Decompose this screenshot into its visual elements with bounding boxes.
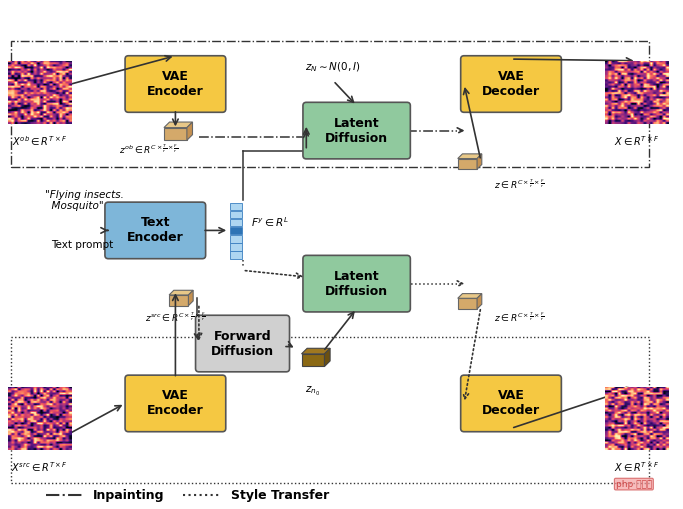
Text: Latent
Diffusion: Latent Diffusion <box>325 270 388 298</box>
FancyBboxPatch shape <box>229 227 242 235</box>
Polygon shape <box>189 290 193 305</box>
Polygon shape <box>458 298 477 309</box>
FancyBboxPatch shape <box>229 243 242 250</box>
Text: $X \in R^{T\times F}$: $X \in R^{T\times F}$ <box>614 460 659 474</box>
Text: "Flying insects.
  Mosquito": "Flying insects. Mosquito" <box>44 190 124 211</box>
Text: $z^{src} \in R^{C\times\frac{T}{r}\times\frac{F}{r}}$: $z^{src} \in R^{C\times\frac{T}{r}\times… <box>145 310 206 324</box>
Text: Latent
Diffusion: Latent Diffusion <box>325 117 388 145</box>
FancyBboxPatch shape <box>229 211 242 218</box>
Text: $z \in R^{C\times\frac{T}{r}\times\frac{F}{r}}$: $z \in R^{C\times\frac{T}{r}\times\frac{… <box>494 310 545 324</box>
FancyBboxPatch shape <box>229 251 242 259</box>
Polygon shape <box>169 290 193 295</box>
Polygon shape <box>477 294 482 309</box>
Text: $X^{ob} \in R^{T\times F}$: $X^{ob} \in R^{T\times F}$ <box>12 134 67 148</box>
FancyBboxPatch shape <box>195 315 290 372</box>
Text: Text prompt: Text prompt <box>51 240 113 250</box>
Legend: Inpainting, Style Transfer: Inpainting, Style Transfer <box>41 484 334 507</box>
FancyBboxPatch shape <box>461 56 561 112</box>
FancyBboxPatch shape <box>105 202 206 259</box>
Text: $z^{ob} \in R^{C\times\frac{T}{r}\times\frac{F}{r}}$: $z^{ob} \in R^{C\times\frac{T}{r}\times\… <box>119 143 178 156</box>
Polygon shape <box>187 122 193 140</box>
FancyBboxPatch shape <box>125 375 226 432</box>
Text: Text
Encoder: Text Encoder <box>127 216 184 244</box>
Polygon shape <box>324 348 330 366</box>
Text: $z \in R^{C\times\frac{T}{r}\times\frac{F}{r}}$: $z \in R^{C\times\frac{T}{r}\times\frac{… <box>494 177 545 191</box>
FancyBboxPatch shape <box>303 256 410 312</box>
Polygon shape <box>301 354 324 366</box>
Polygon shape <box>458 158 477 169</box>
FancyBboxPatch shape <box>125 56 226 112</box>
Text: $X^{src} \in R^{T\times F}$: $X^{src} \in R^{T\times F}$ <box>11 460 68 474</box>
Text: $F^y\in R^L$: $F^y\in R^L$ <box>251 215 289 230</box>
Text: Forward
Diffusion: Forward Diffusion <box>211 329 274 357</box>
Polygon shape <box>458 154 482 158</box>
Polygon shape <box>164 122 193 128</box>
Text: php 中文网: php 中文网 <box>616 479 652 489</box>
FancyBboxPatch shape <box>461 375 561 432</box>
Polygon shape <box>301 348 330 354</box>
Text: $X \in R^{T\times F}$: $X \in R^{T\times F}$ <box>614 134 659 148</box>
Polygon shape <box>458 294 482 298</box>
FancyBboxPatch shape <box>229 235 242 242</box>
FancyBboxPatch shape <box>229 203 242 210</box>
FancyBboxPatch shape <box>229 219 242 227</box>
Text: VAE
Encoder: VAE Encoder <box>147 70 204 98</box>
Text: VAE
Encoder: VAE Encoder <box>147 389 204 417</box>
Text: VAE
Decoder: VAE Decoder <box>482 70 540 98</box>
Text: VAE
Decoder: VAE Decoder <box>482 389 540 417</box>
Polygon shape <box>477 154 482 169</box>
FancyBboxPatch shape <box>303 102 410 159</box>
Text: $z_N\sim N(0,I)$: $z_N\sim N(0,I)$ <box>305 61 361 74</box>
Polygon shape <box>169 295 189 305</box>
Polygon shape <box>164 128 187 140</box>
Text: $z_{n_0}$: $z_{n_0}$ <box>305 385 320 398</box>
